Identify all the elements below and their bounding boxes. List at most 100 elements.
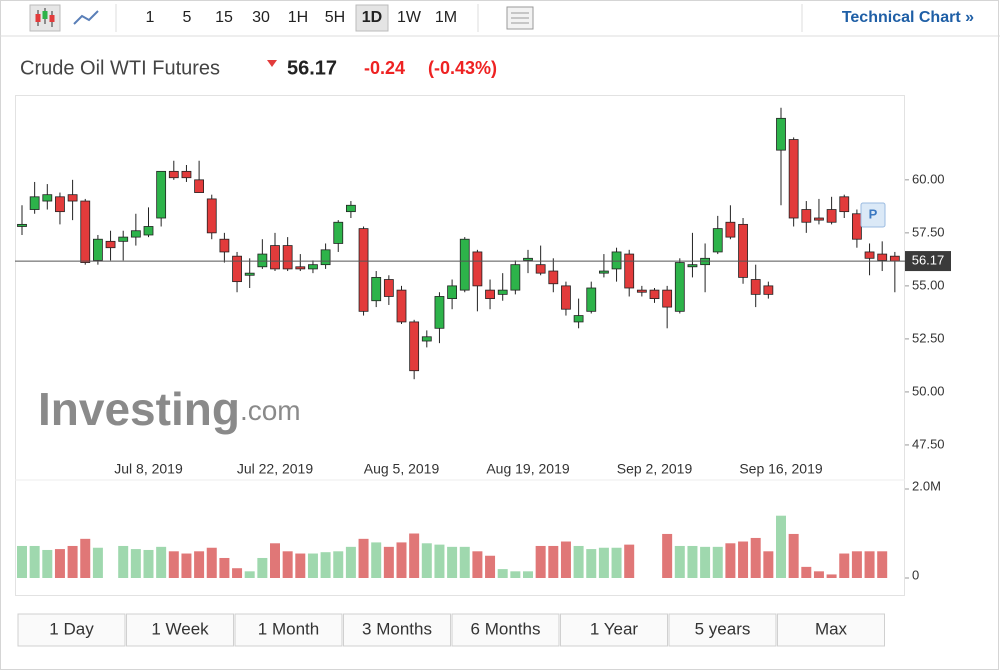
candle-icon[interactable] [29,4,61,32]
volume-bar [80,538,91,578]
candle-body [270,245,280,270]
interval-button[interactable]: 1W [397,9,422,26]
interval-button[interactable]: 1 [146,9,155,26]
watermark-brand: Investing [38,383,240,435]
candle-body [383,279,394,297]
y-tick-label: 47.50 [912,436,945,451]
range-button[interactable] [777,613,885,647]
volume-bar [801,566,812,578]
interval-button[interactable]: 30 [252,9,270,26]
range-button[interactable] [451,613,560,647]
range-label[interactable]: 3 Months [362,619,432,638]
volume-bar [244,571,255,578]
volume-bar [459,546,470,578]
range-button[interactable] [126,613,234,647]
range-button[interactable] [234,613,343,647]
candle-body [485,289,495,300]
candle-body [877,253,888,261]
volume-bar [560,541,571,578]
volume-bar [687,545,698,578]
candle-body [687,264,698,268]
candle-body [826,209,837,223]
line-icon[interactable] [73,10,99,25]
range-label[interactable]: 1 Month [258,619,319,638]
candle-body [181,170,192,179]
candle-body [156,170,167,219]
interval-button[interactable]: 1H [288,9,308,26]
range-button[interactable] [668,613,777,647]
candle-body [586,287,597,312]
volume-bar [345,546,356,578]
range-button[interactable] [343,613,451,647]
p-badge[interactable] [860,202,886,228]
candle-body [17,223,27,227]
volume-bar [206,547,217,578]
candle-body [839,196,850,213]
volume-bar [194,551,205,578]
candle-body [738,223,748,278]
candle-body [308,264,318,270]
candle-body [852,213,862,240]
range-label[interactable]: 1 Week [151,619,209,638]
candle-body [257,253,268,268]
volume-bar [333,551,344,578]
volume-bar [674,545,685,578]
plot: 47.50 50.00 52.50 55.00 57.50 60.00 Jul 8, 201… [15,107,951,582]
volume-bar [396,542,407,578]
volume-bar [29,545,40,578]
candle-body [194,179,205,193]
instrument-name: Crude Oil WTI Futures [20,57,220,79]
range-label[interactable]: 1 Day [49,619,94,638]
volume-bar [257,557,268,578]
candle-body [510,264,521,291]
range-button[interactable] [560,613,668,647]
x-tick-label: Sep 2, 2019 [617,461,693,477]
volume-bar [485,555,496,578]
candle-body [624,253,635,289]
range-label[interactable]: 6 Months [471,619,541,638]
price-change-percent: (-0.43%) [428,58,497,78]
volume-bar [358,538,369,578]
range-label[interactable]: Max [815,619,848,638]
interval-button[interactable]: 1M [435,9,457,26]
candle-body [105,240,116,249]
volume-bar [523,571,533,578]
volume-bar [851,551,862,578]
volume-bar [447,546,458,578]
badge-letter[interactable]: P [869,206,878,221]
candle-body [801,209,812,223]
interval-button[interactable]: 5H [325,9,345,26]
watermark-suffix: .com [240,395,301,426]
interval-selected[interactable] [355,4,389,32]
down-arrow [267,60,277,67]
interval-button[interactable]: 15 [215,9,233,26]
range-label[interactable]: 5 years [695,619,751,638]
candle-body [409,321,420,372]
candle-body [662,289,673,308]
volume-bar [611,547,622,578]
candle-body [611,251,622,270]
x-tick-label: Aug 19, 2019 [486,461,570,477]
candle-body [421,336,432,342]
candle-body [599,270,609,274]
x-tick-label: Jul 22, 2019 [237,461,313,477]
candle-body [55,196,65,213]
candle-body [371,276,382,302]
volume-bar [371,542,382,578]
range-label[interactable]: 1 Year [590,619,639,638]
y-tick-label: 50.00 [912,383,945,398]
interval-button[interactable]: 5 [183,9,192,26]
range-button[interactable] [17,613,126,647]
candle-body [320,249,331,266]
candle-body [788,139,799,219]
volume-bar [295,553,306,578]
layout-icon[interactable] [506,6,534,30]
candle-body [649,289,660,300]
badge-box[interactable] [860,202,886,228]
technical-chart-link[interactable]: Technical Chart » [842,9,974,26]
volume-bar [738,541,749,578]
interval-button[interactable]: 1D [362,9,382,26]
candle-body [358,228,369,312]
candle-body [674,262,685,312]
